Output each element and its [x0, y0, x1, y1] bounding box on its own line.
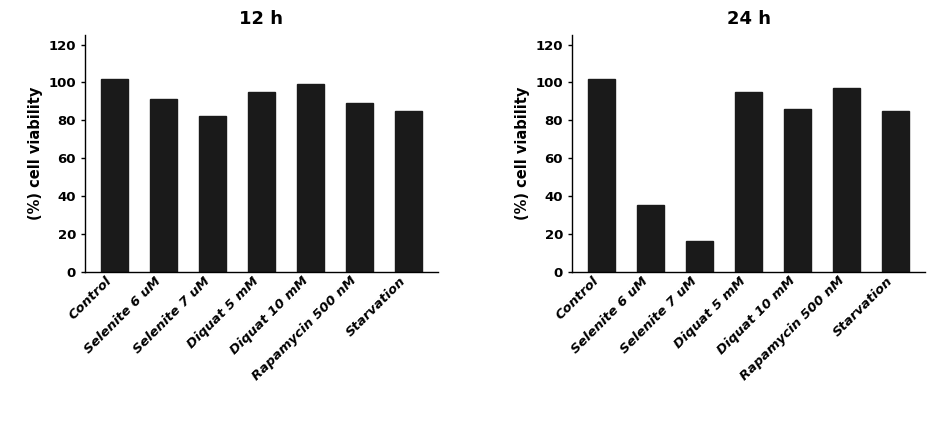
- Bar: [297, 84, 324, 272]
- Title: 24 h: 24 h: [727, 10, 770, 28]
- Bar: [834, 88, 860, 272]
- Y-axis label: (%) cell viability: (%) cell viability: [514, 87, 530, 220]
- Bar: [199, 117, 226, 272]
- Y-axis label: (%) cell viability: (%) cell viability: [27, 87, 42, 220]
- Bar: [248, 92, 275, 272]
- Bar: [395, 111, 422, 272]
- Bar: [346, 103, 373, 272]
- Title: 12 h: 12 h: [240, 10, 283, 28]
- Bar: [882, 111, 909, 272]
- Bar: [686, 241, 713, 272]
- Bar: [735, 92, 762, 272]
- Bar: [637, 205, 664, 272]
- Bar: [150, 99, 177, 272]
- Bar: [101, 78, 128, 272]
- Bar: [588, 78, 615, 272]
- Bar: [784, 109, 811, 272]
